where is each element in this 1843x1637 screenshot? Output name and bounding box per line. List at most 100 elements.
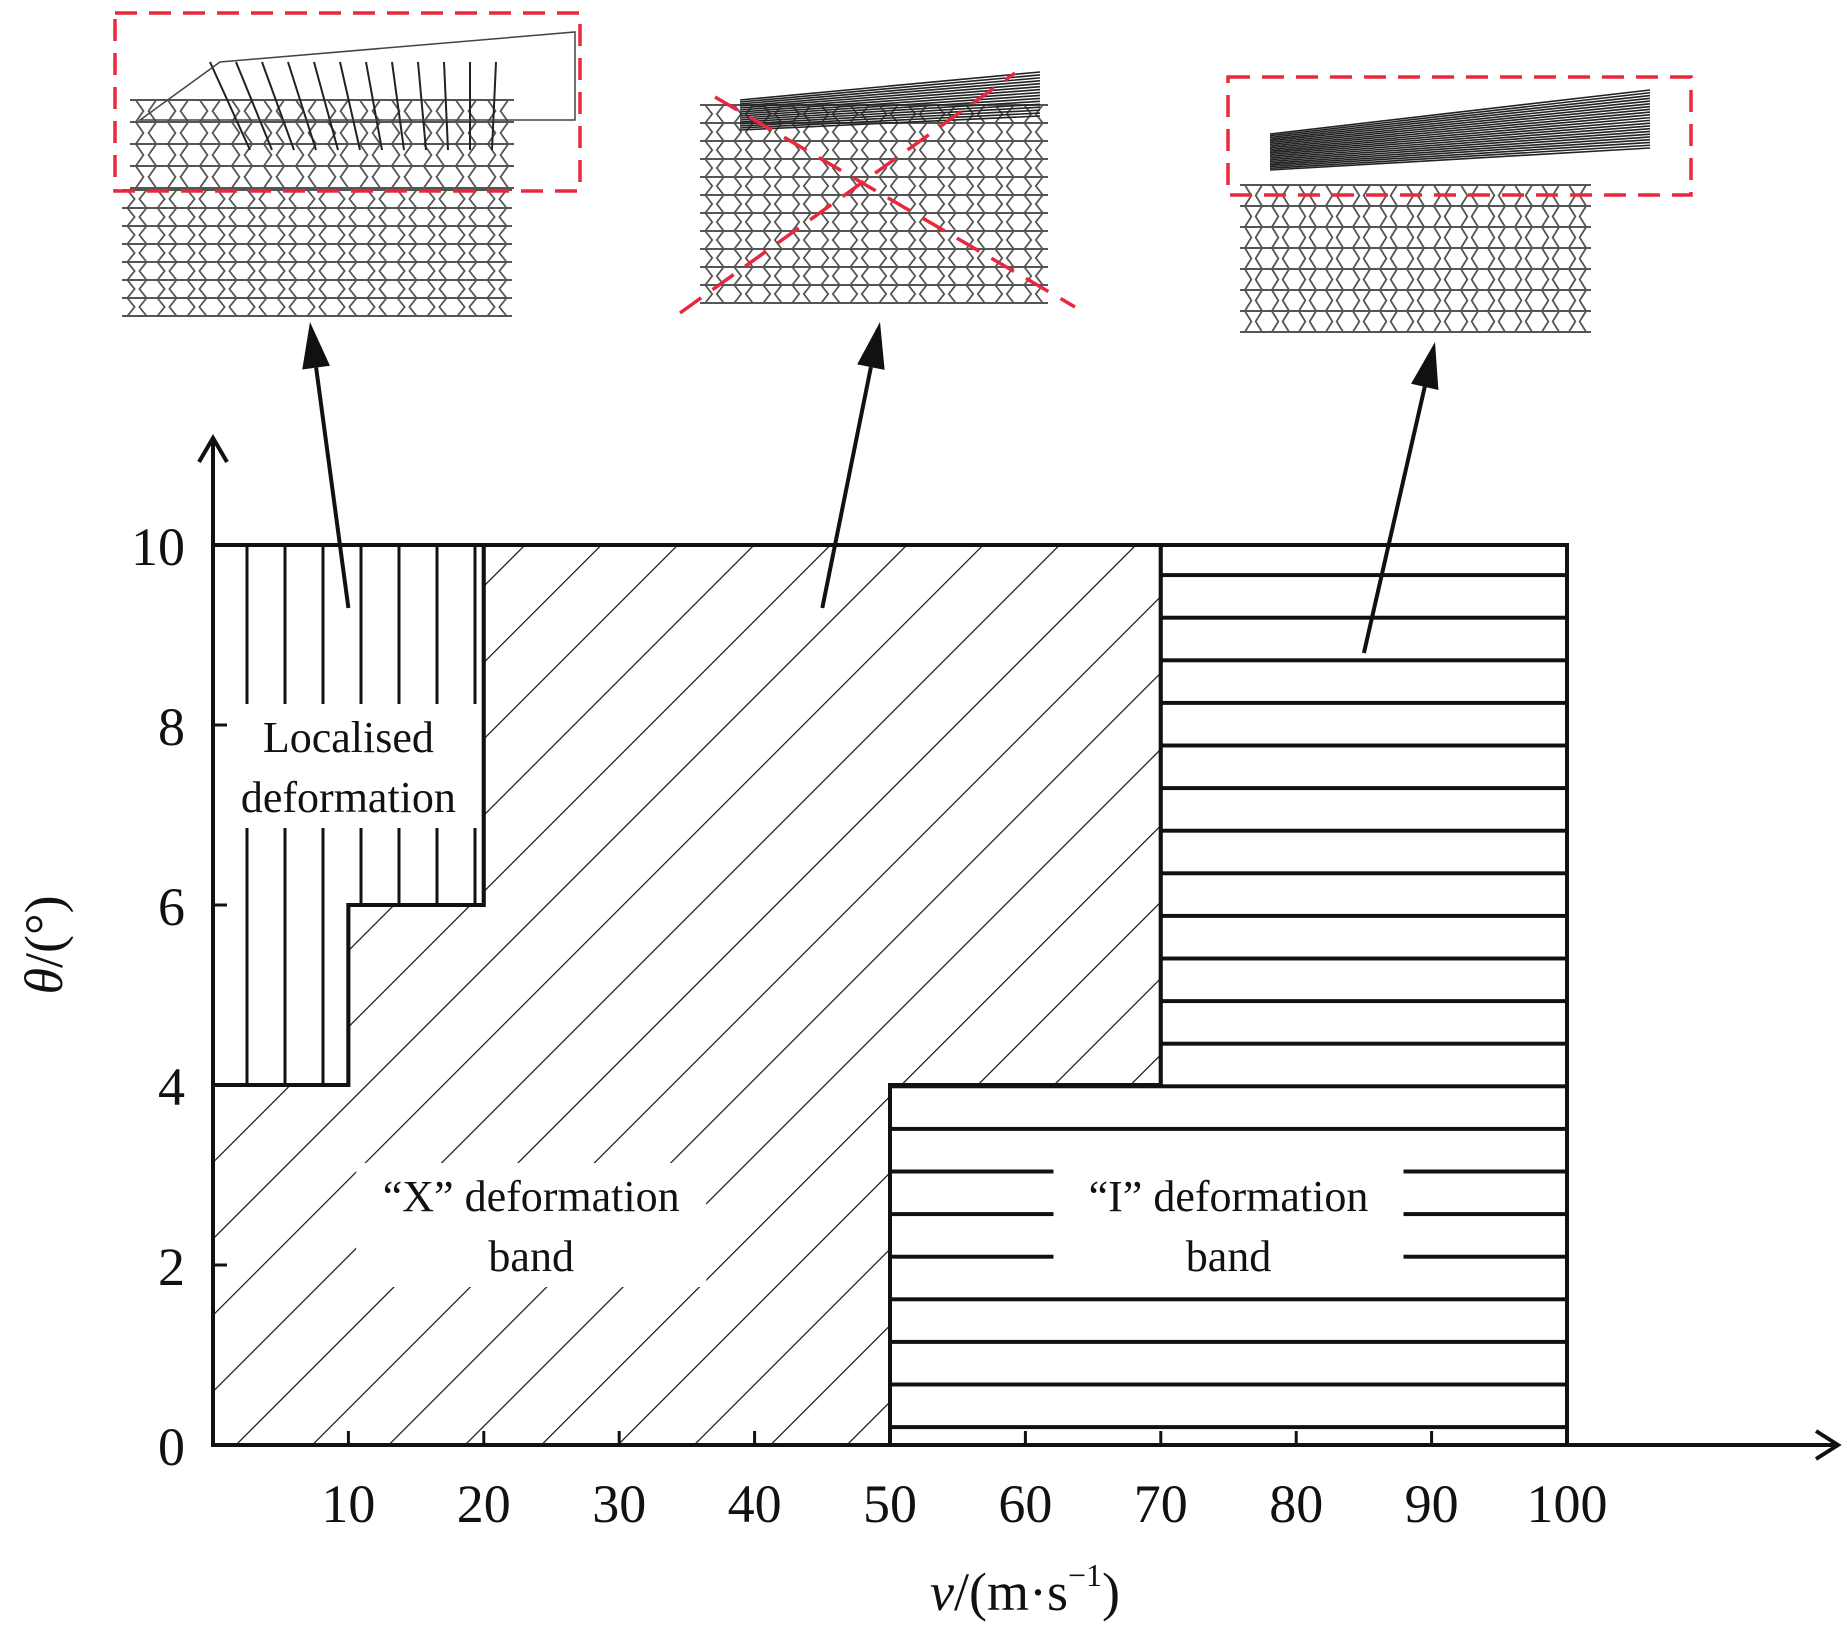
lattice-cell [423, 165, 445, 189]
lattice-cell [295, 143, 317, 167]
lattice-cell [456, 261, 478, 281]
lattice-cell [1244, 310, 1263, 333]
lattice-cell [246, 279, 268, 299]
lattice-cell [246, 297, 268, 317]
region-labels-layer: Localised deformation “X” deformation band “… [217, 704, 1404, 1287]
crushed-line [1269, 111, 1651, 149]
lattice-cell [936, 176, 957, 196]
crushed-line [1269, 130, 1651, 161]
lattice-cell [336, 189, 358, 209]
lattice-cell [456, 189, 478, 209]
lattice-cell [156, 297, 178, 317]
lattice-cell [1406, 268, 1425, 291]
lattice-cell [1244, 226, 1263, 249]
crushed-line [739, 71, 1041, 101]
lattice-cell [1433, 226, 1452, 249]
lattice-cell [156, 261, 178, 281]
lattice-cell [423, 99, 445, 123]
shear-line [491, 61, 497, 151]
lattice-cell [936, 230, 957, 250]
crushed-line [1269, 97, 1651, 140]
lattice-cell [327, 121, 349, 145]
lattice-cell [456, 297, 478, 317]
lattice-cell [878, 248, 899, 268]
lattice-cell [1379, 226, 1398, 249]
y-axis-title: θ/(°) [14, 895, 74, 994]
lattice-cell [126, 297, 148, 317]
lattice-cell [1379, 205, 1398, 228]
lattice-cell [1325, 226, 1344, 249]
lattice-cell [1244, 205, 1263, 228]
insets-layer [113, 11, 1693, 333]
crushed-line [1269, 136, 1651, 164]
y-tick-label-10: 10 [131, 517, 185, 577]
crushed-line [1269, 114, 1651, 151]
shear-line [365, 61, 383, 151]
lattice-cell [306, 243, 328, 263]
lattice-cell [391, 165, 413, 189]
lattice-cell [216, 243, 238, 263]
x-tick-label-90: 90 [1405, 1474, 1459, 1534]
lattice-cell [878, 284, 899, 304]
crushed-line [1269, 108, 1651, 147]
lattice-cell [733, 212, 754, 232]
x-tick-label-20: 20 [457, 1474, 511, 1534]
lattice-cell [1460, 310, 1479, 333]
lattice-cell [762, 230, 783, 250]
shear-line [313, 61, 339, 151]
lattice-cell [231, 121, 253, 145]
lattice-cell [167, 99, 189, 123]
inset-localised [113, 11, 582, 317]
lattice-cell [791, 176, 812, 196]
lattice-cell [366, 297, 388, 317]
lattice-cell [1487, 289, 1506, 312]
lattice-cell [1352, 268, 1371, 291]
lattice-cell [199, 99, 221, 123]
lattice-cell [486, 207, 508, 227]
lattice-cell [456, 207, 478, 227]
lattice-cell [455, 165, 477, 189]
lattice-cell [366, 261, 388, 281]
lattice-cell [1514, 205, 1533, 228]
lattice-cell [965, 158, 986, 178]
lattice-cell [1514, 289, 1533, 312]
highlight-box [113, 11, 582, 193]
lattice-cell [246, 207, 268, 227]
lattice-cell [327, 143, 349, 167]
lattice-cell [486, 261, 508, 281]
lattice-cell [327, 99, 349, 123]
region-label-bg-i_band [1053, 1163, 1404, 1287]
lattice-cell [126, 189, 148, 209]
lattice-cell [994, 212, 1015, 232]
x-axis-arrow [1814, 1429, 1842, 1461]
crushed-line [1269, 141, 1651, 168]
lattice-cell [936, 158, 957, 178]
lattice-cell [391, 143, 413, 167]
lattice-cell [936, 284, 957, 304]
lattice-cell [965, 212, 986, 232]
lattice-cell [426, 207, 448, 227]
lattice-cell [135, 99, 157, 123]
lattice-cell [487, 165, 509, 189]
lattice-cell [1406, 289, 1425, 312]
lattice-cell [1023, 140, 1044, 160]
lattice-cell [216, 225, 238, 245]
lattice-cell [276, 189, 298, 209]
lattice-cell [1568, 226, 1587, 249]
lattice-cell [263, 99, 285, 123]
lattice-cell [231, 99, 253, 123]
lattice-cell [486, 243, 508, 263]
lattice-cell [1487, 268, 1506, 291]
lattice-cell [1460, 268, 1479, 291]
lattice-cell [1023, 194, 1044, 214]
lattice-cell [1379, 310, 1398, 333]
region-label-bg-localised [217, 704, 480, 828]
lattice-cell [1406, 310, 1425, 333]
lattice-cell [820, 212, 841, 232]
crushed-line [739, 115, 1041, 131]
lattice-cell [456, 225, 478, 245]
lattice-cell [455, 143, 477, 167]
lattice-cell [1352, 226, 1371, 249]
lattice-cell [167, 143, 189, 167]
lattice-cell [936, 122, 957, 142]
